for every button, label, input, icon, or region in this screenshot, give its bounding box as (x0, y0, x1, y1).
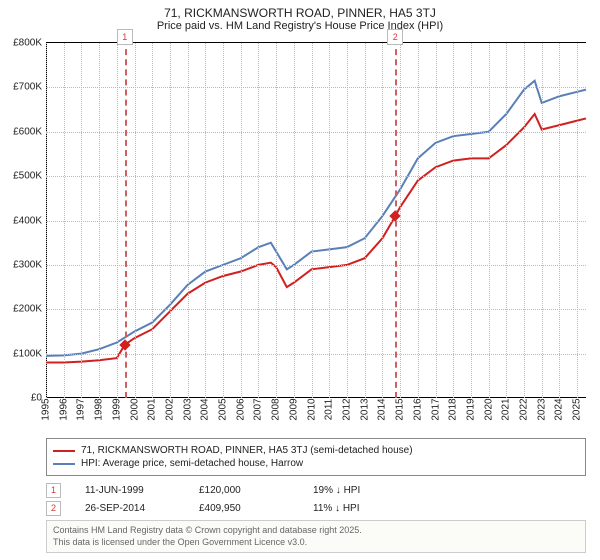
x-axis-label: 2006 (235, 398, 246, 420)
x-gridline (241, 43, 243, 398)
y-axis-label: £200K (13, 304, 42, 315)
x-axis-label: 1997 (76, 398, 87, 420)
x-axis-label: 2023 (536, 398, 547, 420)
legend-row: 71, RICKMANSWORTH ROAD, PINNER, HA5 3TJ … (53, 445, 579, 456)
chart-legend: 71, RICKMANSWORTH ROAD, PINNER, HA5 3TJ … (46, 438, 586, 476)
x-gridline (506, 43, 508, 398)
x-gridline (400, 43, 402, 398)
x-gridline (542, 43, 544, 398)
x-axis-label: 2014 (377, 398, 388, 420)
event-price: £120,000 (199, 485, 289, 496)
x-gridline (365, 43, 367, 398)
x-gridline (312, 43, 314, 398)
event-table: 1 11-JUN-1999 £120,000 19% ↓ HPI 2 26-SEP-201… (46, 480, 586, 519)
x-gridline (205, 43, 207, 398)
line-chart: £0£100K£200K£300K£400K£500K£600K£700K£80… (46, 42, 586, 398)
x-gridline (382, 43, 384, 398)
x-gridline (188, 43, 190, 398)
x-gridline (99, 43, 101, 398)
x-gridline (489, 43, 491, 398)
x-axis-label: 2004 (200, 398, 211, 420)
x-gridline (524, 43, 526, 398)
x-gridline (170, 43, 172, 398)
x-axis-label: 2015 (395, 398, 406, 420)
x-axis-label: 2021 (501, 398, 512, 420)
x-axis-label: 2025 (572, 398, 583, 420)
x-axis-label: 2002 (164, 398, 175, 420)
y-axis-label: £300K (13, 259, 42, 270)
x-axis-label: 2000 (129, 398, 140, 420)
x-axis-label: 2010 (306, 398, 317, 420)
x-gridline (559, 43, 561, 398)
x-axis-label: 1996 (58, 398, 69, 420)
chart-title: 71, RICKMANSWORTH ROAD, PINNER, HA5 3TJ (0, 6, 600, 20)
legend-row: HPI: Average price, semi-detached house,… (53, 458, 579, 469)
x-gridline (258, 43, 260, 398)
chart-header: 71, RICKMANSWORTH ROAD, PINNER, HA5 3TJ … (0, 0, 600, 34)
x-axis-label: 2013 (359, 398, 370, 420)
y-axis-label: £800K (13, 38, 42, 49)
x-axis-label: 2018 (448, 398, 459, 420)
x-gridline (577, 43, 579, 398)
x-axis-label: 2017 (430, 398, 441, 420)
x-gridline (471, 43, 473, 398)
event-date: 26-SEP-2014 (85, 503, 175, 514)
event-note: 19% ↓ HPI (313, 485, 586, 496)
y-axis-label: £400K (13, 215, 42, 226)
x-gridline (276, 43, 278, 398)
x-axis-label: 2019 (465, 398, 476, 420)
x-axis-label: 2016 (412, 398, 423, 420)
event-date: 11-JUN-1999 (85, 485, 175, 496)
x-axis-label: 2024 (554, 398, 565, 420)
x-gridline (223, 43, 225, 398)
x-axis-label: 2005 (218, 398, 229, 420)
attribution-footer: Contains HM Land Registry data © Crown c… (46, 520, 586, 553)
footer-line-2: This data is licensed under the Open Gov… (53, 537, 579, 549)
x-gridline (64, 43, 66, 398)
event-badge: 2 (46, 501, 61, 516)
legend-label: HPI: Average price, semi-detached house,… (81, 458, 303, 469)
callout-badge: 1 (117, 29, 133, 45)
x-gridline (329, 43, 331, 398)
event-price: £409,950 (199, 503, 289, 514)
x-gridline (46, 43, 48, 398)
x-gridline (135, 43, 137, 398)
x-gridline (152, 43, 154, 398)
legend-swatch (53, 450, 75, 452)
y-axis-label: £100K (13, 348, 42, 359)
x-gridline (294, 43, 296, 398)
x-gridline (347, 43, 349, 398)
legend-label: 71, RICKMANSWORTH ROAD, PINNER, HA5 3TJ … (81, 445, 413, 456)
footer-line-1: Contains HM Land Registry data © Crown c… (53, 525, 579, 537)
x-gridline (453, 43, 455, 398)
legend-swatch (53, 463, 75, 465)
x-gridline (436, 43, 438, 398)
event-row: 2 26-SEP-2014 £409,950 11% ↓ HPI (46, 501, 586, 516)
x-axis-label: 2020 (483, 398, 494, 420)
x-axis-label: 2008 (271, 398, 282, 420)
x-axis-label: 2022 (519, 398, 530, 420)
x-axis-label: 2001 (147, 398, 158, 420)
event-row: 1 11-JUN-1999 £120,000 19% ↓ HPI (46, 483, 586, 498)
x-axis-label: 1998 (94, 398, 105, 420)
y-axis-label: £600K (13, 126, 42, 137)
x-axis-label: 2012 (341, 398, 352, 420)
x-axis-label: 1995 (41, 398, 52, 420)
event-badge: 1 (46, 483, 61, 498)
x-gridline (418, 43, 420, 398)
x-gridline (81, 43, 83, 398)
y-axis-label: £700K (13, 82, 42, 93)
chart-subtitle: Price paid vs. HM Land Registry's House … (0, 20, 600, 32)
x-axis-label: 2003 (182, 398, 193, 420)
y-axis-label: £500K (13, 171, 42, 182)
x-axis-label: 1999 (111, 398, 122, 420)
event-note: 11% ↓ HPI (313, 503, 586, 514)
x-axis-label: 2009 (288, 398, 299, 420)
callout-badge: 2 (387, 29, 403, 45)
x-axis-label: 2011 (324, 399, 335, 421)
x-axis-label: 2007 (253, 398, 264, 420)
